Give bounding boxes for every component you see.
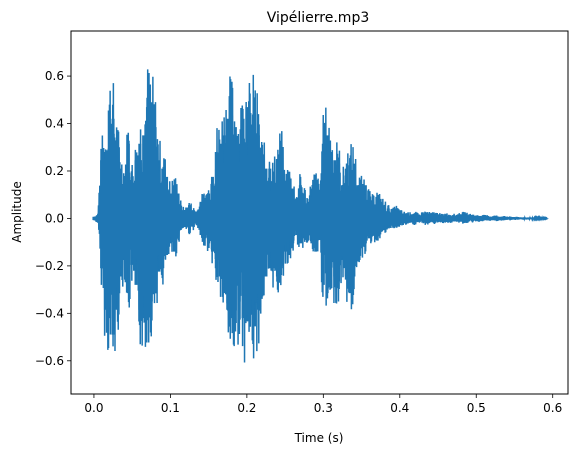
plot-area [92,69,549,363]
x-tick-label: 0.0 [84,401,103,415]
y-axis-ticks: −0.6 −0.4 −0.2 0.0 0.2 0.4 0.6 [35,69,71,368]
y-tick-label: −0.2 [35,259,64,273]
chart-title: Vipélierre.mp3 [267,10,370,26]
x-tick-label: 0.6 [543,401,562,415]
plot-frame [70,30,569,395]
x-tick-label: 0.2 [237,401,256,415]
x-tick-label: 0.4 [390,401,409,415]
y-axis-label: Amplitude [10,181,24,243]
waveform-line [93,69,548,363]
x-tick-label: 0.5 [467,401,486,415]
y-tick-label: 0.4 [45,117,64,131]
x-axis-ticks: 0.0 0.1 0.2 0.3 0.4 0.5 0.6 [84,394,562,415]
y-tick-label: −0.4 [35,306,64,320]
x-axis-label: Time (s) [294,431,344,445]
y-tick-label: 0.2 [45,164,64,178]
y-tick-label: −0.6 [35,354,64,368]
y-tick-label: 0.6 [45,69,64,83]
x-tick-label: 0.3 [314,401,333,415]
x-tick-label: 0.1 [161,401,180,415]
y-tick-label: 0.0 [45,211,64,225]
